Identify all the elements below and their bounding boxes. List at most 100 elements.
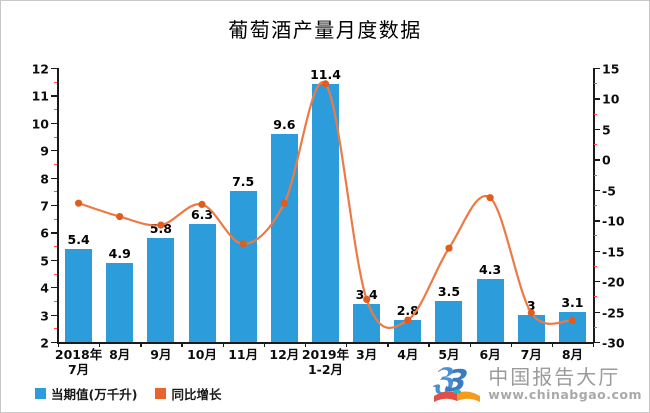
left-axis-tick-label: 12 (31, 61, 49, 77)
brand-logo-icon: ℨ 3 (430, 360, 483, 408)
bar-series-swatch-icon (35, 388, 46, 399)
bar (188, 224, 216, 342)
x-axis-category-label: 5月 (438, 347, 460, 362)
growth-line (78, 81, 573, 330)
line-marker-icon (568, 316, 576, 324)
right-axis-tick (594, 342, 600, 344)
left-axis-tick-label: 8 (40, 171, 49, 187)
right-axis-minor-tick (594, 144, 597, 146)
legend-item-bar-series: 当期值(万千升) (35, 384, 137, 403)
x-axis-tick (58, 342, 60, 347)
x-axis-category-label: 4月 (397, 347, 419, 362)
x-axis-category-label: 8月 (561, 347, 584, 362)
bar (312, 84, 339, 342)
right-axis-tick-label: 5 (602, 122, 611, 138)
right-axis-tick-label: -25 (602, 305, 625, 321)
x-axis-category-label: 12月 (269, 347, 300, 362)
bar-value-label: 3 (526, 297, 536, 313)
line-marker-icon (239, 240, 247, 248)
right-axis-tick (594, 68, 600, 70)
bar (229, 191, 257, 342)
bar (476, 278, 504, 342)
right-axis-tick (594, 128, 600, 131)
watermark-brand: 中国报告大厅 (488, 364, 621, 389)
bar (106, 262, 134, 342)
x-axis-category-label: 8月 (109, 347, 131, 362)
bar-value-label: 6.3 (190, 207, 214, 223)
bar (353, 303, 381, 342)
watermark-text: 中国报告大厅 www.chinabgao.com (488, 364, 642, 402)
x-axis-tick (428, 342, 430, 347)
right-axis-tick (594, 281, 600, 283)
left-axis-tick-label: 10 (31, 116, 49, 132)
legend: 当期值(万千升) 同比增长 (35, 384, 221, 403)
x-axis-category-label: 9月 (150, 347, 172, 362)
x-axis-tick (222, 342, 224, 347)
growth-line-chart (75, 80, 576, 330)
right-axis-minor-tick (594, 326, 597, 328)
legend-label: 同比增长 (171, 387, 222, 402)
x-axis-line (57, 342, 594, 344)
x-axis-tick (99, 342, 101, 347)
left-axis-minor-tick (54, 109, 57, 111)
x-axis-tick (510, 342, 512, 347)
x-axis-tick (593, 342, 595, 347)
left-axis-tick-label: 11 (31, 88, 49, 104)
x-axis-category-label: 10月 (187, 347, 217, 362)
x-axis-tick (469, 342, 471, 347)
legend-label: 当期值(万千升) (51, 387, 138, 402)
right-axis-tick (594, 98, 600, 100)
x-axis-tick (263, 342, 266, 347)
x-axis-tick (387, 342, 389, 347)
right-axis-minor-tick (594, 83, 597, 85)
right-axis-minor-tick (594, 265, 597, 267)
left-axis-tick-label: 4 (40, 280, 49, 296)
left-axis-tick-label: 7 (40, 198, 49, 214)
line-series-swatch-icon (155, 388, 167, 399)
bar-value-label: 7.5 (232, 174, 255, 190)
left-axis-minor-tick (54, 328, 57, 330)
watermark-url: www.chinabgao.com (488, 386, 642, 402)
line-marker-icon (198, 200, 206, 208)
bar (270, 133, 298, 342)
line-marker-icon (404, 316, 412, 324)
left-axis-tick (51, 150, 57, 152)
left-axis-tick (51, 232, 57, 234)
right-axis-tick (594, 159, 600, 161)
bar-value-label: 3.4 (355, 286, 378, 302)
x-axis-category-label: 11月 (228, 347, 259, 362)
left-axis-tick (51, 314, 57, 316)
bar (435, 300, 463, 342)
right-axis-tick-label: -20 (602, 274, 625, 290)
left-axis-tick (51, 205, 57, 207)
left-axis-tick-label: 3 (40, 308, 49, 324)
bar (147, 237, 175, 342)
line-marker-icon (321, 80, 330, 88)
x-axis-category-label: 7月 (520, 347, 542, 362)
line-marker-icon (280, 199, 288, 207)
left-axis-minor-tick (54, 191, 57, 193)
right-axis-minor-tick (594, 113, 597, 115)
x-axis-tick (140, 342, 142, 347)
plot-area: 5.44.95.86.37.59.611.43.42.83.54.333.1 (58, 67, 593, 342)
line-marker-icon (116, 213, 124, 221)
left-axis-tick-label: 6 (40, 225, 49, 241)
x-axis-category-label: 6月 (479, 347, 501, 362)
right-axis-minor-tick (594, 205, 597, 206)
x-axis-tick (181, 342, 183, 347)
right-axis-tick-label: 15 (602, 61, 620, 77)
left-axis-tick (51, 177, 57, 179)
right-axis-tick-label: -15 (602, 244, 625, 260)
line-marker-icon (157, 221, 165, 229)
right-axis-tick-label: 0 (602, 152, 611, 168)
left-axis-tick (51, 259, 57, 262)
left-axis-line (57, 68, 59, 342)
right-axis-tick (594, 311, 600, 313)
legend-item-line-series: 同比增长 (155, 384, 221, 403)
line-marker-icon (363, 295, 371, 303)
line-marker-icon (445, 244, 453, 252)
x-axis-category-label: 3月 (356, 347, 378, 362)
bar (517, 314, 545, 342)
x-axis-tick (304, 342, 307, 347)
